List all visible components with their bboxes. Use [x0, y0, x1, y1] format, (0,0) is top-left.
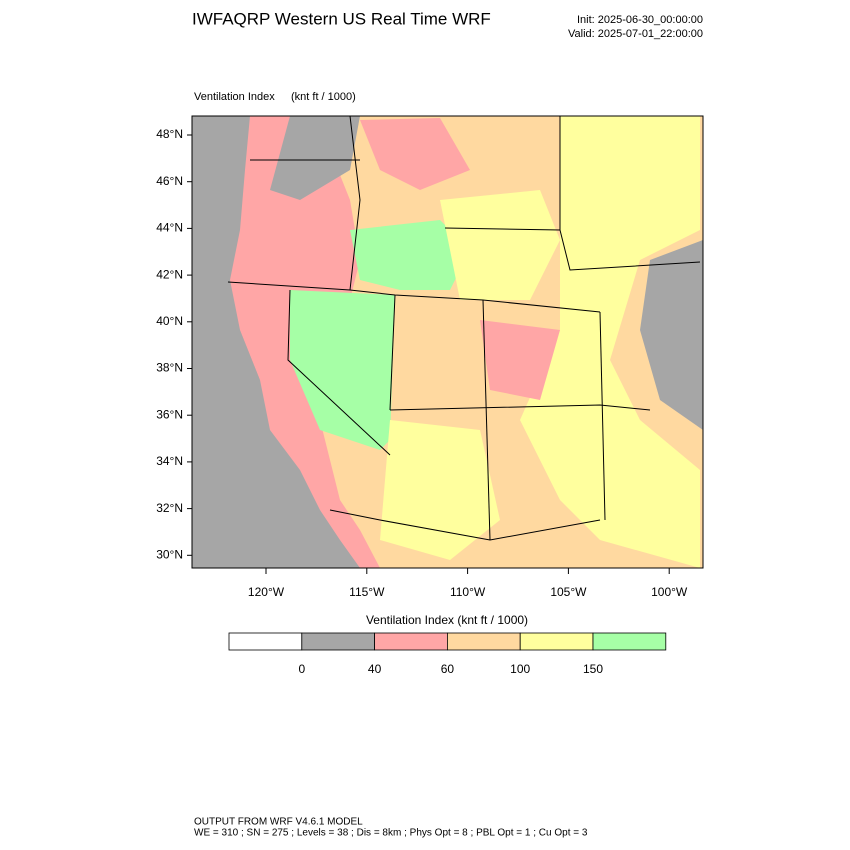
colorbar-box: [519, 632, 594, 651]
lat-label: 34°N: [156, 454, 183, 468]
lat-label: 42°N: [156, 267, 183, 281]
colorbar-label: 40: [368, 662, 382, 676]
map-frame: [191, 115, 704, 569]
lon-label: 105°W: [550, 585, 587, 599]
lon-label: 110°W: [450, 585, 486, 599]
colorbar-label: 0: [298, 662, 305, 676]
colorbar-title: Ventilation Index (knt ft / 1000): [366, 613, 528, 627]
footer-line: WE = 310 ; SN = 275 ; Levels = 38 ; Dis …: [194, 828, 588, 839]
init-time: Init: 2025-06-30_00:00:00: [577, 14, 703, 26]
colorbar-box: [228, 632, 303, 651]
region: [270, 116, 360, 200]
colorbar-label: 60: [441, 662, 455, 676]
lat-label: 44°N: [156, 221, 183, 235]
colorbar-box: [592, 632, 667, 651]
region: [350, 220, 470, 290]
map-variable: Ventilation Index: [194, 91, 275, 103]
map: [191, 115, 704, 569]
lat-label: 40°N: [156, 314, 183, 328]
ocean: [192, 116, 360, 568]
lat-label: 32°N: [156, 501, 183, 515]
region: [480, 320, 560, 400]
colorbar-box: [301, 632, 375, 651]
state-borders: [227, 116, 701, 541]
lat-label: 30°N: [156, 547, 183, 561]
title: IWFAQRP Western US Real Time WRF: [192, 9, 491, 28]
valid-time: Valid: 2025-07-01_22:00:00: [568, 28, 703, 40]
region: [360, 118, 470, 190]
region: [640, 240, 703, 430]
colorbar-label: 100: [510, 662, 530, 676]
colorbar-box: [374, 632, 448, 651]
lat-label: 48°N: [156, 127, 183, 141]
footer-line: OUTPUT FROM WRF V4.6.1 MODEL: [194, 817, 363, 828]
lon-label: 120°W: [248, 585, 285, 599]
map-units: (knt ft / 1000): [291, 91, 356, 103]
lon-label: 115°W: [349, 585, 385, 599]
lat-label: 46°N: [156, 174, 183, 188]
colorbar: 0 40 60 100 150: [228, 632, 667, 676]
region: [440, 190, 560, 300]
lon-label: 100°W: [651, 585, 688, 599]
colorbar-box: [446, 632, 521, 651]
region: [520, 116, 700, 568]
lat-label: 36°N: [156, 407, 183, 421]
region: [290, 290, 395, 450]
lat-label: 38°N: [156, 361, 183, 375]
colorbar-label: 150: [583, 662, 603, 676]
